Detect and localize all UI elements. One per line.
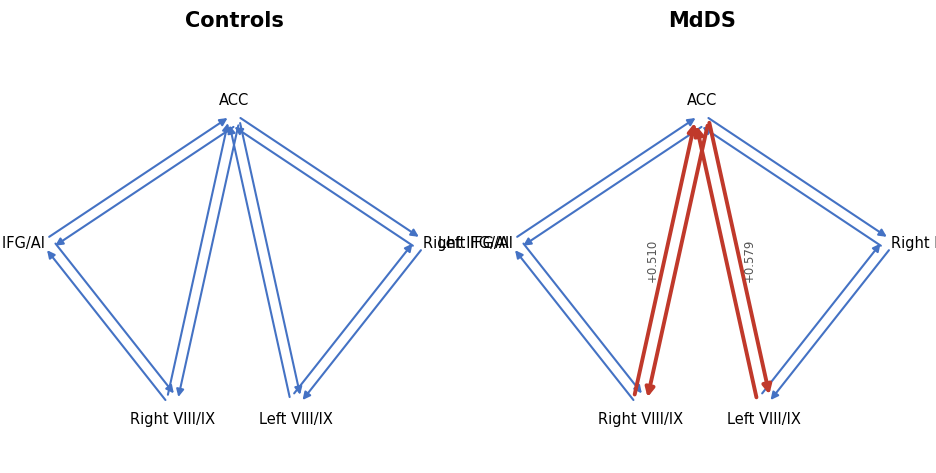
Text: Right IFG/AI: Right IFG/AI (423, 236, 510, 251)
Text: Right IFG/AI: Right IFG/AI (891, 236, 936, 251)
Text: Right VIII/IX: Right VIII/IX (130, 412, 214, 427)
Text: +0.579: +0.579 (743, 238, 756, 282)
Text: Left IFG/AI: Left IFG/AI (0, 236, 45, 251)
Text: Left VIII/IX: Left VIII/IX (259, 412, 332, 427)
Text: Right VIII/IX: Right VIII/IX (598, 412, 682, 427)
Text: Left IFG/AI: Left IFG/AI (437, 236, 513, 251)
Text: ACC: ACC (219, 93, 249, 108)
Text: ACC: ACC (687, 93, 717, 108)
Text: +0.510: +0.510 (646, 238, 659, 282)
Title: MdDS: MdDS (668, 11, 736, 31)
Title: Controls: Controls (184, 11, 284, 31)
Text: Left VIII/IX: Left VIII/IX (727, 412, 800, 427)
